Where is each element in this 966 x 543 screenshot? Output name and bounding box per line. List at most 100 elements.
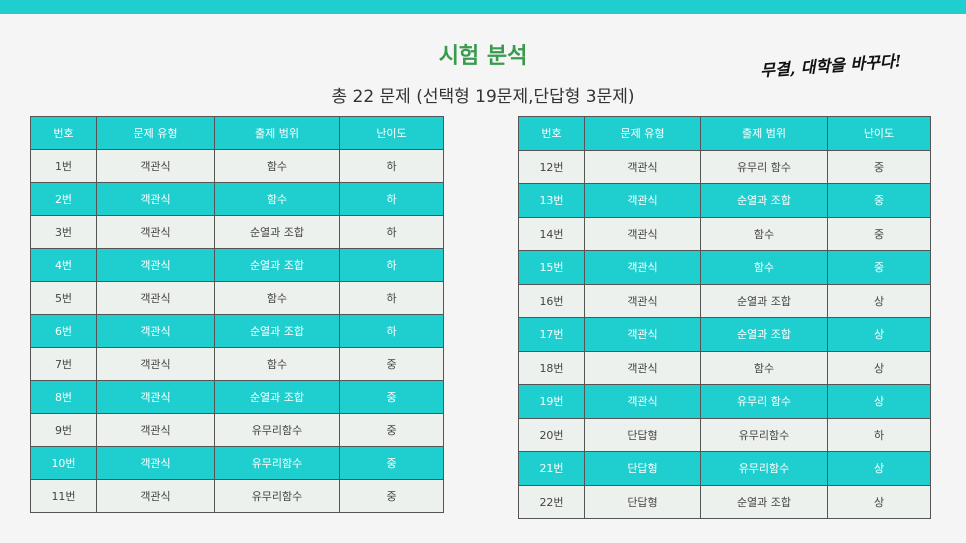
- question-type-cell: 객관식: [584, 149, 701, 184]
- difficulty-cell: 중: [339, 380, 444, 414]
- question-scope-cell: 순열과 조합: [700, 484, 828, 519]
- difficulty-cell: 중: [339, 347, 444, 381]
- difficulty-cell: 중: [339, 413, 444, 447]
- page-title: 시험 분석: [438, 44, 528, 69]
- question-number-cell: 20번: [518, 417, 585, 452]
- question-scope-cell: 순열과 조합: [214, 314, 340, 348]
- difficulty-cell: 하: [827, 417, 931, 452]
- difficulty-cell: 상: [827, 350, 931, 385]
- question-number-cell: 12번: [518, 149, 585, 184]
- question-scope-cell: 유무리함수: [214, 446, 340, 480]
- question-type-cell: 객관식: [96, 281, 215, 315]
- question-scope-cell: 순열과 조합: [700, 283, 828, 318]
- question-scope-cell: 함수: [700, 350, 828, 385]
- table-header-row: 번호 문제 유형 출제 범위 난이도: [518, 116, 931, 151]
- difficulty-cell: 중: [339, 446, 444, 480]
- exam-table-left: 번호 문제 유형 출제 범위 난이도 1번 객관식 함수 하 2번 객관식 함수 하 3번 객관식…: [30, 116, 444, 513]
- question-number-cell: 8번: [30, 380, 97, 414]
- table-row: 3번 객관식 순열과 조합 하: [30, 215, 444, 249]
- difficulty-cell: 상: [827, 451, 931, 486]
- question-scope-cell: 함수: [214, 182, 340, 216]
- difficulty-cell: 하: [339, 215, 444, 249]
- question-number-cell: 6번: [30, 314, 97, 348]
- column-header: 출제 범위: [700, 116, 828, 151]
- question-scope-cell: 유무리함수: [214, 479, 340, 513]
- question-type-cell: 객관식: [96, 380, 215, 414]
- question-number-cell: 1번: [30, 149, 97, 183]
- question-scope-cell: 순열과 조합: [700, 183, 828, 218]
- difficulty-cell: 하: [339, 248, 444, 282]
- column-header: 출제 범위: [214, 116, 340, 150]
- exam-table-right: 번호 문제 유형 출제 범위 난이도 12번 객관식 유무리 함수 중 13번 객관식 순열…: [518, 116, 931, 519]
- table-row: 19번 객관식 유무리 함수 상: [518, 384, 931, 419]
- question-scope-cell: 순열과 조합: [214, 248, 340, 282]
- difficulty-cell: 하: [339, 314, 444, 348]
- top-accent-bar: [0, 0, 966, 14]
- question-type-cell: 객관식: [584, 183, 701, 218]
- question-scope-cell: 순열과 조합: [700, 317, 828, 352]
- table-row: 8번 객관식 순열과 조합 중: [30, 380, 444, 414]
- table-row: 7번 객관식 함수 중: [30, 347, 444, 381]
- difficulty-cell: 하: [339, 281, 444, 315]
- question-type-cell: 객관식: [96, 314, 215, 348]
- table-row: 15번 객관식 함수 중: [518, 250, 931, 285]
- column-header: 난이도: [827, 116, 931, 151]
- question-scope-cell: 함수: [214, 347, 340, 381]
- question-number-cell: 3번: [30, 215, 97, 249]
- column-header: 문제 유형: [96, 116, 215, 150]
- table-row: 11번 객관식 유무리함수 중: [30, 479, 444, 513]
- column-header: 문제 유형: [584, 116, 701, 151]
- question-number-cell: 16번: [518, 283, 585, 318]
- question-type-cell: 객관식: [96, 182, 215, 216]
- table-row: 2번 객관식 함수 하: [30, 182, 444, 216]
- question-number-cell: 17번: [518, 317, 585, 352]
- question-number-cell: 11번: [30, 479, 97, 513]
- question-type-cell: 객관식: [584, 384, 701, 419]
- question-number-cell: 4번: [30, 248, 97, 282]
- difficulty-cell: 하: [339, 149, 444, 183]
- question-type-cell: 객관식: [96, 413, 215, 447]
- question-type-cell: 단답형: [584, 417, 701, 452]
- difficulty-cell: 상: [827, 384, 931, 419]
- question-number-cell: 18번: [518, 350, 585, 385]
- question-type-cell: 객관식: [584, 216, 701, 251]
- difficulty-cell: 하: [339, 182, 444, 216]
- question-type-cell: 객관식: [96, 248, 215, 282]
- question-number-cell: 10번: [30, 446, 97, 480]
- difficulty-cell: 중: [827, 183, 931, 218]
- question-type-cell: 단답형: [584, 451, 701, 486]
- table-row: 6번 객관식 순열과 조합 하: [30, 314, 444, 348]
- question-scope-cell: 순열과 조합: [214, 215, 340, 249]
- question-type-cell: 객관식: [96, 446, 215, 480]
- question-scope-cell: 유무리함수: [700, 417, 828, 452]
- column-header: 난이도: [339, 116, 444, 150]
- page-subtitle: 총 22 문제 (선택형 19문제,단답형 3문제): [331, 87, 635, 107]
- column-header: 번호: [518, 116, 585, 151]
- question-scope-cell: 함수: [700, 250, 828, 285]
- table-row: 18번 객관식 함수 상: [518, 350, 931, 385]
- question-number-cell: 2번: [30, 182, 97, 216]
- question-type-cell: 객관식: [96, 149, 215, 183]
- question-type-cell: 단답형: [584, 484, 701, 519]
- table-row: 17번 객관식 순열과 조합 상: [518, 317, 931, 352]
- column-header: 번호: [30, 116, 97, 150]
- question-scope-cell: 함수: [214, 281, 340, 315]
- question-number-cell: 13번: [518, 183, 585, 218]
- question-number-cell: 5번: [30, 281, 97, 315]
- table-row: 9번 객관식 유무리함수 중: [30, 413, 444, 447]
- difficulty-cell: 상: [827, 317, 931, 352]
- table-row: 21번 단답형 유무리함수 상: [518, 451, 931, 486]
- table-row: 13번 객관식 순열과 조합 중: [518, 183, 931, 218]
- question-number-cell: 22번: [518, 484, 585, 519]
- question-number-cell: 15번: [518, 250, 585, 285]
- table-row: 12번 객관식 유무리 함수 중: [518, 149, 931, 184]
- difficulty-cell: 상: [827, 283, 931, 318]
- question-type-cell: 객관식: [96, 215, 215, 249]
- table-row: 22번 단답형 순열과 조합 상: [518, 484, 931, 519]
- question-scope-cell: 함수: [214, 149, 340, 183]
- difficulty-cell: 중: [827, 149, 931, 184]
- table-row: 5번 객관식 함수 하: [30, 281, 444, 315]
- question-type-cell: 객관식: [96, 347, 215, 381]
- question-scope-cell: 유무리함수: [214, 413, 340, 447]
- table-row: 1번 객관식 함수 하: [30, 149, 444, 183]
